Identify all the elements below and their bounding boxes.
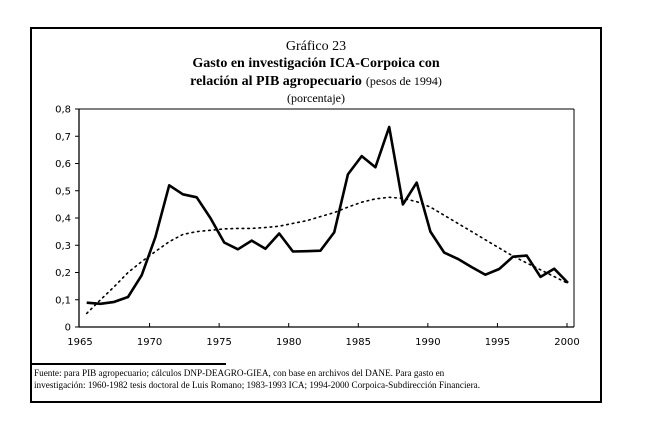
trend-point-1979	[278, 225, 281, 228]
y-tick-label: 0	[65, 323, 71, 334]
x-tick-label: 2000	[554, 337, 579, 348]
trend-point-1981	[305, 219, 308, 222]
y-tick-label: 0,1	[55, 295, 71, 306]
x-tick-label: 1985	[346, 337, 371, 348]
chart-label: Gráfico 23	[285, 39, 347, 54]
source-note-line-1: Fuente: para PIB agropecuario; cálculos …	[34, 368, 445, 378]
chart-title-line2-wrap: relación al PIB agropecuario (pesos de 1…	[30, 72, 602, 90]
trend-line	[85, 196, 569, 315]
source-note: Fuente: para PIB agropecuario; cálculos …	[34, 367, 598, 391]
chart-title-line2: relación al PIB agropecuario	[190, 74, 362, 89]
footnote-rule	[30, 363, 226, 365]
y-tick-label: 0,2	[55, 268, 71, 279]
chart-titles: Gráfico 23 Gasto en investigación ICA-Co…	[30, 38, 602, 107]
chart-frame	[30, 27, 602, 403]
x-tick-label: 1980	[276, 337, 301, 348]
x-tick-label: 1965	[67, 337, 92, 348]
y-tick-label: 0,6	[55, 159, 71, 170]
source-note-line-2: investigación: 1960-1982 tesis doctoral …	[34, 380, 481, 390]
chart-title: Gasto en investigación ICA-Corpoica con	[192, 56, 440, 71]
y-tick-label: 0,3	[55, 241, 71, 252]
chart-title-note: (pesos de 1994)	[365, 74, 442, 88]
y-tick-label: 0,5	[55, 186, 71, 197]
y-tick-label: 0,4	[55, 214, 71, 225]
data-line	[86, 125, 569, 306]
x-tick-label: 1975	[206, 337, 231, 348]
x-tick-label: 1970	[137, 337, 162, 348]
chart-subtitle: (porcentaje)	[287, 91, 345, 105]
x-tick-label: 1990	[415, 337, 440, 348]
x-tick-label: 1995	[485, 337, 510, 348]
y-tick-label: 0,8	[55, 105, 71, 116]
y-tick-label: 0,7	[55, 132, 71, 143]
